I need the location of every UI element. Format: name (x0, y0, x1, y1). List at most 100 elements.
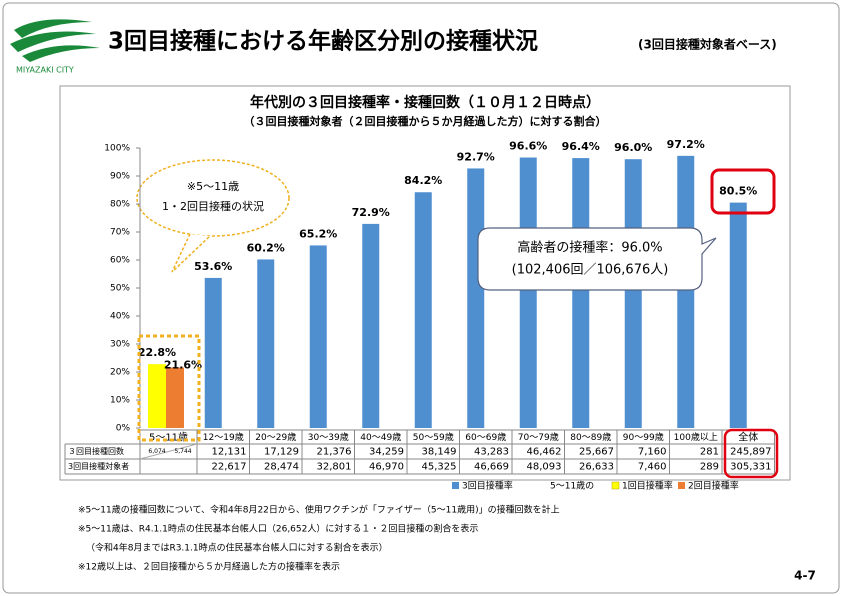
note: ※5～11歳の接種回数について、令和4年8月22日から、使用ワクチンが「ファイザ… (78, 504, 560, 516)
x-tick-label: 70～79歳 (518, 431, 559, 443)
page-number: 4-7 (794, 569, 816, 583)
x-tick-label: 30～39歳 (308, 431, 349, 443)
y-tick-label: 90% (110, 172, 130, 182)
chart-subtitle: （３回目接種対象者（２回目接種から５か月経過した方）に対する割合） (244, 114, 607, 128)
callout-text: 1・2回目接種の状況 (162, 199, 264, 213)
y-tick-label: 100% (104, 144, 130, 154)
bar (204, 277, 222, 428)
value-label: 96.6% (509, 140, 547, 153)
x-tick-label: 20～29歳 (255, 431, 296, 443)
chart-title: 年代別の３回目接種率・接種回数（１０月１２日時点） (250, 94, 600, 111)
bar (309, 245, 327, 428)
table-cell: 46,669 (474, 462, 509, 473)
bar (519, 157, 537, 428)
row-label: ３回目接種回数 (68, 446, 124, 456)
note: （令和4年8月まではR3.1.1時点の住民基本台帳人口に対する割合を表示） (86, 542, 388, 554)
callout-text: ※5～11歳 (187, 180, 239, 193)
x-tick-label: 80～89歳 (570, 431, 611, 443)
y-tick-label: 70% (110, 228, 130, 238)
callout-text: 高齢者の接種率：96.0% (517, 240, 662, 256)
bar (624, 159, 642, 428)
bar (148, 364, 166, 428)
logo-mark (10, 19, 100, 62)
value-label: 65.2% (299, 227, 337, 240)
value-label: 96.0% (614, 141, 652, 154)
table-line (139, 443, 198, 460)
legend-swatch (452, 482, 459, 489)
highlight-red (723, 428, 779, 479)
note: ※5～11歳は、R4.1.1時点の住民基本台帳人口（26,652人）に対する１・… (78, 523, 478, 535)
table-cell: 46,462 (527, 447, 562, 458)
table-cell: 22,617 (212, 462, 247, 473)
x-tick-label: 60～69歳 (465, 431, 506, 443)
note: ※12歳以上は、２回目接種から５か月経過した方の接種率を表示 (78, 561, 340, 573)
value-label: 96.4% (562, 140, 600, 153)
y-tick-label: 0% (116, 424, 131, 434)
value-label: 92.7% (457, 150, 495, 163)
x-tick-label: 12～19歳 (203, 431, 244, 443)
y-tick-label: 10% (110, 396, 130, 406)
logo-text: MIYAZAKI CITY (16, 66, 74, 75)
callout-cloud (136, 159, 290, 237)
callout-box (477, 227, 717, 291)
table-cell: 38,149 (422, 447, 457, 458)
table-cell: 45,325 (422, 462, 457, 473)
bar (414, 192, 432, 428)
table-cell: 17,129 (264, 447, 299, 458)
x-tick-label: 5～11歳 (149, 432, 188, 444)
bar (362, 223, 380, 428)
legend-swatch (611, 481, 620, 490)
x-tick-label: 90～99歳 (623, 431, 664, 443)
table-cell: 289 (700, 462, 719, 473)
table-cell: 28,474 (264, 462, 299, 473)
highlight-red (710, 168, 776, 215)
table-cell: 6,074 (148, 448, 165, 455)
table-cell: 12,131 (212, 447, 247, 458)
legend-swatch (678, 482, 685, 489)
value-label: 72.9% (352, 206, 390, 219)
highlight-dashed (137, 334, 201, 442)
table-cell: 7,460 (638, 462, 667, 473)
table-cell: 48,093 (527, 462, 562, 473)
table-cell: 25,667 (579, 447, 614, 458)
y-tick-label: 60% (110, 256, 130, 266)
value-label: 80.5% (719, 185, 757, 198)
table-cell: 34,259 (369, 447, 404, 458)
x-tick-label: 40～49歳 (360, 431, 401, 443)
value-label: 60.2% (247, 241, 285, 254)
legend-label: 5～11歳の (550, 480, 594, 492)
page-subtitle: (3回目接種対象者ベース) (638, 37, 777, 52)
value-label: 22.8% (138, 346, 176, 359)
bar (572, 158, 590, 428)
table-cell: 281 (700, 447, 719, 458)
bar (467, 168, 485, 428)
table-cell: 5,744 (174, 448, 191, 455)
table-cell: 32,801 (317, 462, 352, 473)
x-tick-label: 50～59歳 (413, 431, 454, 443)
y-tick-label: 30% (110, 340, 130, 350)
value-label: 97.2% (667, 138, 705, 151)
callout-text: (102,406回／106,676人) (512, 263, 669, 278)
value-label: 21.6% (164, 359, 202, 372)
bar (729, 202, 747, 428)
table-cell: 43,283 (474, 447, 509, 458)
callout-tail (171, 233, 211, 273)
x-tick-label: 全体 (738, 431, 758, 444)
value-label: 53.6% (194, 260, 232, 273)
y-tick-label: 40% (110, 312, 130, 322)
row-label: 3回目接種対象者 (68, 461, 129, 471)
legend-label: 1回目接種率 (622, 480, 673, 492)
legend-label: 2回目接種率 (688, 480, 739, 492)
y-tick-label: 50% (110, 284, 130, 294)
y-tick-label: 20% (110, 368, 130, 378)
y-tick-label: 80% (110, 200, 130, 210)
value-label: 84.2% (404, 174, 442, 187)
bar (677, 155, 695, 428)
page-title: 3回目接種における年齢区分別の接種状況 (108, 28, 538, 55)
table-cell: 305,331 (730, 462, 771, 473)
table-cell: 46,970 (369, 462, 404, 473)
legend-label: 3回目接種率 (462, 480, 513, 492)
table-cell: 7,160 (638, 447, 667, 458)
